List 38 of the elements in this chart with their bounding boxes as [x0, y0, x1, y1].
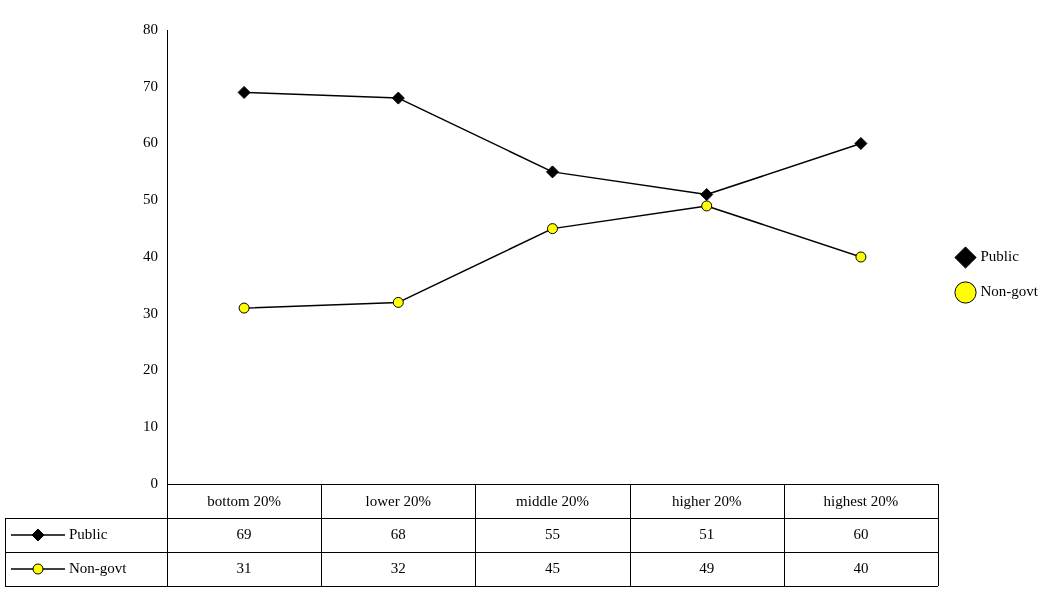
- y-tick-label: 0: [150, 474, 158, 491]
- data-label: 60: [853, 525, 869, 542]
- text: Public: [69, 525, 108, 542]
- x-tick-label: bottom 20%: [207, 492, 281, 509]
- y-tick-label: 20: [143, 361, 158, 378]
- x-tick-label: lower 20%: [365, 492, 431, 509]
- data-label: 40: [853, 559, 869, 576]
- data-label: 45: [545, 559, 560, 576]
- point: [700, 188, 714, 202]
- data-label: 69: [236, 525, 252, 542]
- y-tick-label: 40: [143, 247, 158, 264]
- data-label: 31: [236, 559, 252, 576]
- y-tick-label: 80: [143, 20, 158, 37]
- x-tick-label: middle 20%: [516, 492, 589, 509]
- point: [392, 296, 404, 308]
- y-tick-label: 30: [143, 304, 158, 321]
- data-label: 68: [390, 525, 406, 542]
- data-label: 51: [699, 525, 715, 542]
- point: [237, 85, 251, 99]
- legend-label: Non-govt: [980, 283, 1039, 300]
- y-tick-label: 70: [143, 77, 158, 94]
- point: [855, 251, 867, 263]
- data-label: 55: [545, 525, 560, 542]
- point: [238, 302, 250, 314]
- data-label: 49: [699, 559, 715, 576]
- legend-label: Public: [980, 248, 1020, 265]
- point: [854, 137, 868, 150]
- text: Non-govt: [69, 559, 127, 576]
- data-label: 32: [390, 559, 406, 576]
- y-tick-label: 50: [143, 191, 158, 208]
- x-tick-label: highest 20%: [823, 492, 899, 509]
- point: [547, 223, 558, 235]
- x-tick-label: higher 20%: [671, 492, 742, 509]
- point: [701, 200, 713, 212]
- point: [546, 165, 559, 179]
- y-tick-label: 60: [143, 134, 158, 151]
- y-tick-label: 10: [143, 418, 158, 435]
- point: [391, 91, 405, 105]
